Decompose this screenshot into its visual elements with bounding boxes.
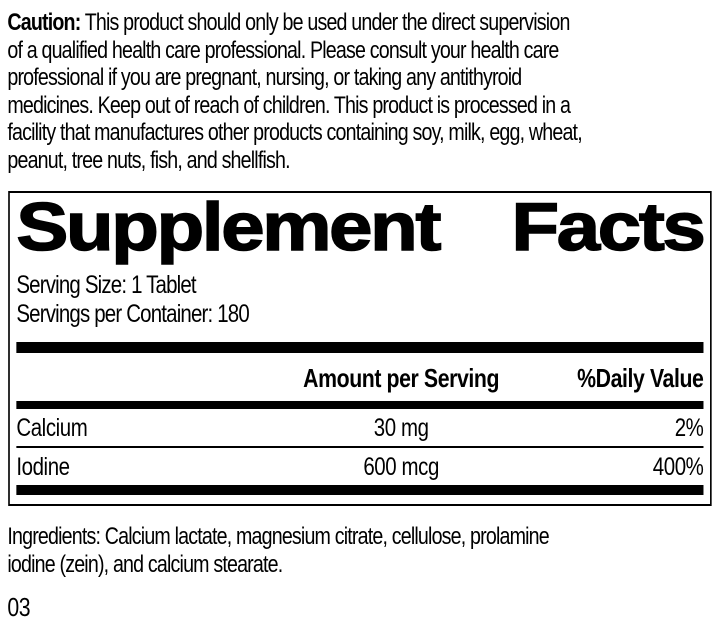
nutrient-daily-value: 400% <box>652 453 704 481</box>
ingredients-text: Ingredients: Calcium lactate, magnesium … <box>7 523 719 579</box>
nutrient-name: Iodine <box>16 453 70 481</box>
caution-line: professional if you are pregnant, nursin… <box>7 64 522 91</box>
caution-line: facility that manufactures other product… <box>7 119 582 146</box>
caution-line: peanut, tree nuts, fish, and shellfish. <box>7 146 290 174</box>
nutrient-amount: 30 mg <box>373 414 429 442</box>
table-bottom-bar <box>16 485 704 495</box>
nutrient-amount: 600 mcg <box>363 453 439 481</box>
supplement-facts-panel: Supplement Facts Serving Size: 1 Tablet … <box>8 189 712 506</box>
caution-text: Caution: This product should only be use… <box>7 9 719 174</box>
servings-per-container: Servings per Container: 180 <box>16 300 249 328</box>
caution-label: Caution: <box>7 9 81 36</box>
table-row: Iodine 600 mcg 400% <box>16 448 704 485</box>
caution-line: medicines. Keep out of reach of children… <box>7 91 571 119</box>
header-top-bar <box>16 342 704 353</box>
header-daily-value-label: %Daily Value <box>577 363 704 393</box>
header-bottom-bar <box>16 401 704 409</box>
nutrient-daily-value: 2% <box>674 414 704 442</box>
caution-line-text: This product should only be used under t… <box>80 9 571 36</box>
serving-info: Serving Size: 1 Tablet Servings per Cont… <box>16 271 703 329</box>
page-code: 03 <box>7 592 31 622</box>
nutrient-name: Calcium <box>16 414 88 442</box>
table-row: Calcium 30 mg 2% <box>16 409 704 448</box>
serving-size: Serving Size: 1 Tablet <box>16 271 196 299</box>
ingredients-line: Ingredients: Calcium lactate, magnesium … <box>7 523 549 550</box>
ingredients-line: iodine (zein), and calcium stearate. <box>7 551 283 578</box>
panel-title: Supplement Facts <box>16 189 707 265</box>
title-word-supplement: Supplement <box>16 189 443 265</box>
header-amount-label: Amount per Serving <box>303 363 500 393</box>
title-word-facts: Facts <box>511 189 707 265</box>
caution-line: Caution: This product should only be use… <box>7 9 719 37</box>
label-sheet: Caution: This product should only be use… <box>0 9 720 623</box>
caution-line: of a qualified health care professional.… <box>7 36 559 64</box>
nutrient-table-header: Amount per Serving %Daily Value <box>16 353 704 401</box>
